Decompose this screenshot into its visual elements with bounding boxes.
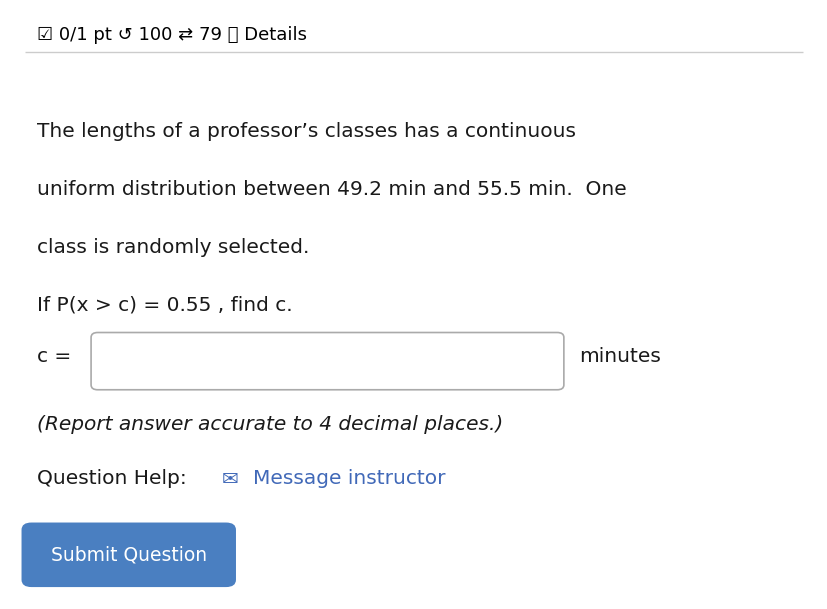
Text: class is randomly selected.: class is randomly selected.: [37, 238, 309, 256]
Text: minutes: minutes: [579, 347, 661, 366]
Text: c =: c =: [37, 347, 71, 366]
Text: uniform distribution between 49.2 min and 55.5 min.  One: uniform distribution between 49.2 min an…: [37, 180, 626, 199]
Text: Message instructor: Message instructor: [252, 468, 444, 488]
FancyBboxPatch shape: [91, 333, 563, 390]
Text: ☑ 0/1 pt ↺ 100 ⇄ 79 ⓘ Details: ☑ 0/1 pt ↺ 100 ⇄ 79 ⓘ Details: [37, 26, 307, 44]
FancyBboxPatch shape: [22, 523, 236, 587]
Text: Submit Question: Submit Question: [50, 545, 207, 565]
Text: If P(x > c) = 0.55 , find c.: If P(x > c) = 0.55 , find c.: [37, 295, 293, 314]
Text: Question Help:: Question Help:: [37, 468, 187, 488]
Text: The lengths of a professor’s classes has a continuous: The lengths of a professor’s classes has…: [37, 122, 576, 141]
Text: ✉: ✉: [222, 468, 238, 488]
Text: (Report answer accurate to 4 decimal places.): (Report answer accurate to 4 decimal pla…: [37, 415, 503, 434]
